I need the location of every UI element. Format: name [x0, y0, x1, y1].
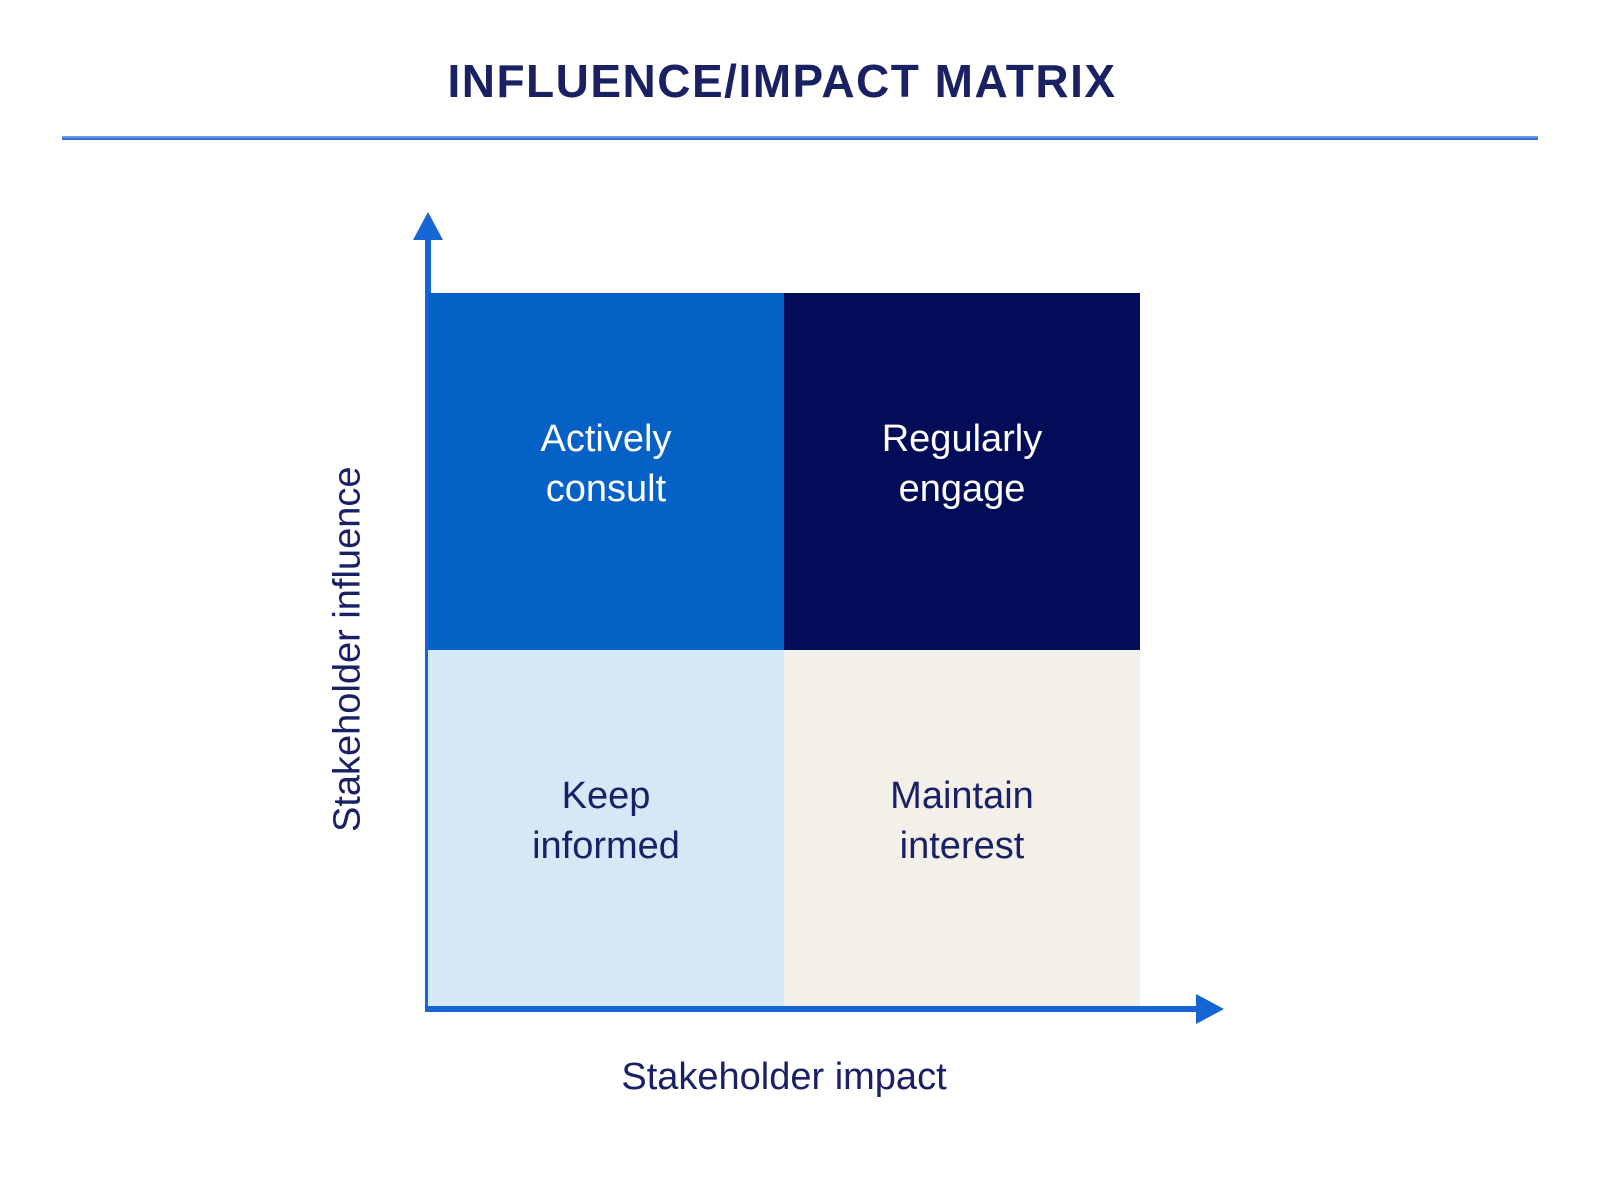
quadrant-regularly-engage: Regularly engage: [784, 293, 1140, 650]
y-axis-arrow-icon: [413, 212, 443, 240]
quadrant-actively-consult: Actively consult: [428, 293, 784, 650]
quadrant-label-line: Regularly: [881, 418, 1043, 461]
quadrant-label-line: informed: [532, 824, 680, 867]
quadrant-keep-informed: Keep informed: [428, 649, 784, 1006]
x-axis-label: Stakeholder impact: [621, 1056, 947, 1098]
quadrant-label: Maintain interest: [890, 771, 1034, 885]
quadrant-label: Keep informed: [532, 771, 680, 885]
quadrant-label-line: consult: [545, 468, 667, 511]
quadrant-maintain-interest: Maintain interest: [784, 649, 1140, 1006]
quadrant-label-line: Maintain: [890, 774, 1034, 817]
quadrant-label-line: Keep: [561, 774, 651, 817]
quadrant-label: Regularly engage: [882, 414, 1043, 528]
quadrant-label-line: Actively: [540, 418, 672, 461]
quadrant-grid: Actively consult Regularly engage Keep i…: [428, 293, 1140, 1006]
y-axis-label: Stakeholder influence: [326, 466, 369, 833]
x-axis-line: [425, 1006, 1198, 1012]
title-divider: [62, 136, 1538, 140]
quadrant-label-line: engage: [898, 468, 1026, 511]
page-title: INFLUENCE/IMPACT MATRIX: [447, 55, 1117, 107]
x-axis-arrow-icon: [1196, 994, 1224, 1024]
quadrant-label-line: interest: [899, 824, 1025, 867]
quadrant-label: Actively consult: [541, 414, 672, 528]
